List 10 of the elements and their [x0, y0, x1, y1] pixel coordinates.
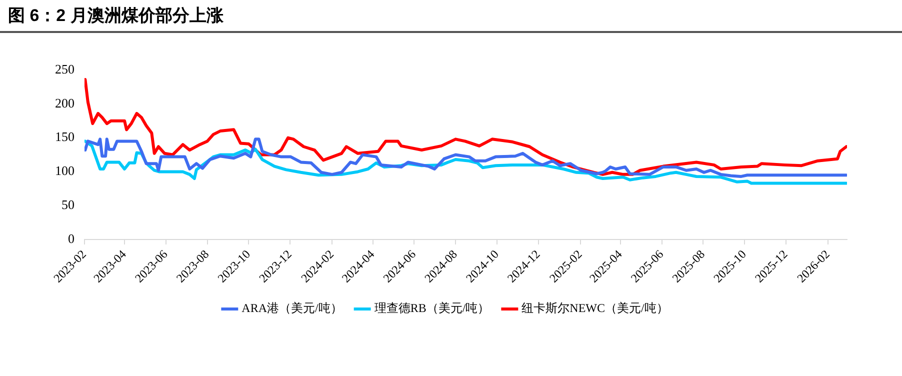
legend-label: ARA港（美元/吨）: [242, 301, 342, 316]
legend-label: 纽卡斯尔NEWC（美元/吨）: [522, 301, 668, 316]
y-tick-label: 200: [55, 95, 74, 110]
chart-title: 图 6：2 月澳洲煤价部分上涨: [8, 5, 224, 27]
y-tick-label: 250: [55, 61, 74, 76]
y-tick-label: 150: [55, 129, 74, 144]
legend-label: 理查德RB（美元/吨）: [374, 301, 490, 316]
y-tick-label: 0: [68, 230, 74, 246]
y-tick-label: 100: [55, 163, 74, 178]
y-tick-label: 50: [62, 197, 74, 212]
